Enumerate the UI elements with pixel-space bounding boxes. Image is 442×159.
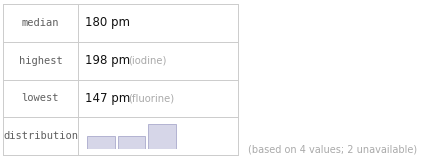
Text: (fluorine): (fluorine)	[128, 93, 174, 103]
Text: (based on 4 values; 2 unavailable): (based on 4 values; 2 unavailable)	[248, 144, 417, 154]
Bar	[87, 136, 115, 149]
Text: median: median	[22, 18, 59, 28]
Text: lowest: lowest	[22, 93, 59, 103]
Text: 147 pm: 147 pm	[85, 92, 130, 105]
Text: 180 pm: 180 pm	[85, 16, 130, 29]
Text: (iodine): (iodine)	[128, 56, 166, 66]
Bar	[118, 136, 145, 149]
Bar	[148, 124, 176, 149]
Text: highest: highest	[19, 56, 62, 66]
Text: distribution: distribution	[3, 131, 78, 141]
Text: 198 pm: 198 pm	[85, 54, 130, 67]
